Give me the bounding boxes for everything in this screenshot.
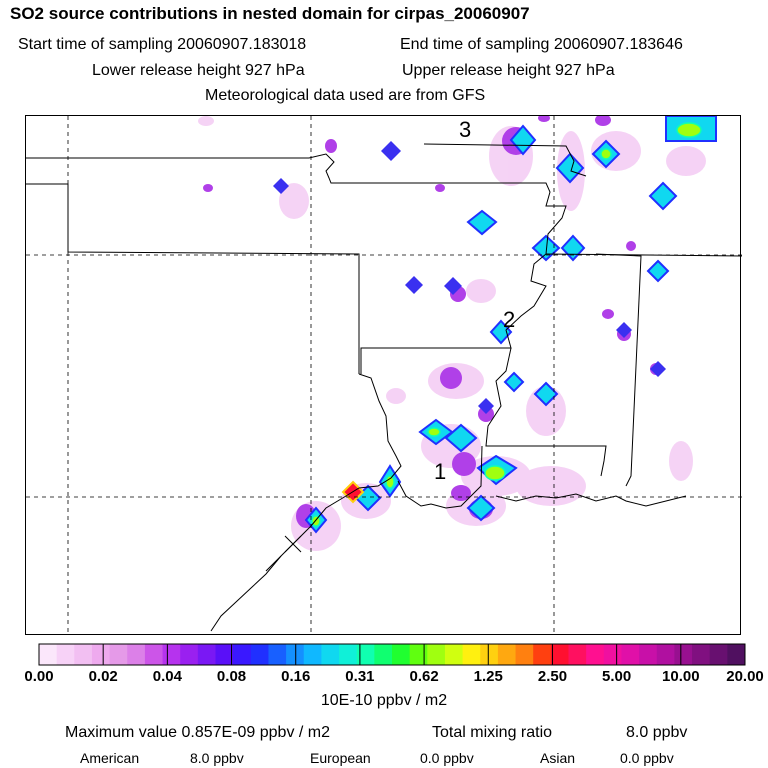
color-swatch [586,644,605,665]
color-swatch [427,644,446,665]
source-cross-marker [284,535,302,553]
site-label-1: 1 [434,459,446,484]
color-scale-tick-label: 0.04 [152,668,182,685]
color-swatch [215,644,234,665]
color-swatch [462,644,481,665]
color-swatch [144,644,164,665]
map-canvas: 1 2 3 [26,114,743,636]
concentration-plumes [198,114,717,551]
color-swatch [321,644,340,665]
color-swatch [303,644,322,665]
color-swatch [339,644,358,665]
color-swatch [444,644,464,665]
american-value: 8.0 ppbv [190,750,244,766]
color-swatch [91,644,111,665]
color-swatch [727,644,746,665]
color-scale-tick-label: 0.02 [88,668,118,685]
color-scale-tick-label: 0.00 [24,668,54,685]
asian-value: 0.0 ppbv [620,750,674,766]
met-data-note: Meteorological data used are from GFS [205,87,486,104]
european-label: European [310,750,371,766]
color-scale-tick-label: 2.50 [537,668,568,685]
color-swatch [197,644,216,665]
color-swatch [515,644,534,665]
color-swatch [162,644,181,665]
color-scale-tick-label: 0.16 [281,668,311,685]
site-label-2: 2 [503,307,515,332]
color-scale-swatches [38,643,746,666]
color-swatch [356,644,375,665]
end-time: End time of sampling 20060907.183646 [400,36,683,53]
asian-label: Asian [540,750,576,766]
color-scale-border [38,643,746,666]
color-scale-tick-label: 5.00 [602,668,632,685]
color-swatch [374,644,393,665]
color-swatch [692,644,711,665]
color-swatch [656,644,675,665]
color-swatch [497,644,517,665]
european-value: 0.0 ppbv [420,750,474,766]
color-swatch [709,644,728,665]
color-swatch [39,644,58,665]
color-swatch [74,644,93,665]
color-swatch [250,644,269,665]
color-swatch [480,644,499,665]
color-scale-bar [38,643,746,671]
color-scale-tick-label: 20.00 [726,668,764,685]
site-markers [284,535,302,553]
color-swatch [621,644,640,665]
map-panel: 1 2 3 [25,114,743,636]
color-swatch [550,644,569,665]
upper-release-height: Upper release height 927 hPa [402,62,615,79]
color-swatch [268,644,287,665]
state-boundaries [26,143,743,632]
color-swatch [674,644,693,665]
lower-release-height: Lower release height 927 hPa [92,62,305,79]
plot-title: SO2 source contributions in nested domai… [10,4,530,23]
color-scale-tick-label: 0.62 [409,668,439,685]
color-swatch [639,644,658,665]
color-swatch [409,644,428,665]
color-scale-tick-label: 1.25 [473,668,503,685]
color-scale-tick-label: 10.00 [662,668,700,685]
american-label: American [80,750,140,766]
color-swatch [109,644,128,665]
site-label-3: 3 [459,117,471,142]
lat-lon-grid [26,116,742,636]
start-time: Start time of sampling 20060907.183018 [18,36,307,53]
color-scale-tick-label: 0.08 [216,668,247,685]
color-scale-tick-label: 0.31 [345,668,375,685]
units-label: 10E-10 ppbv / m2 [320,692,448,709]
color-swatch [127,644,146,665]
color-swatch [56,644,75,665]
color-swatch [233,644,252,665]
color-swatch [533,644,552,665]
color-swatch [603,644,622,665]
color-swatch [286,644,305,665]
color-swatch [392,644,411,665]
max-value: Maximum value 0.857E-09 ppbv / m2 [65,724,331,741]
total-mixing-ratio-value: 8.0 ppbv [626,724,688,741]
color-swatch [180,644,199,665]
color-swatch [568,644,587,665]
total-mixing-ratio-label: Total mixing ratio [432,724,553,741]
